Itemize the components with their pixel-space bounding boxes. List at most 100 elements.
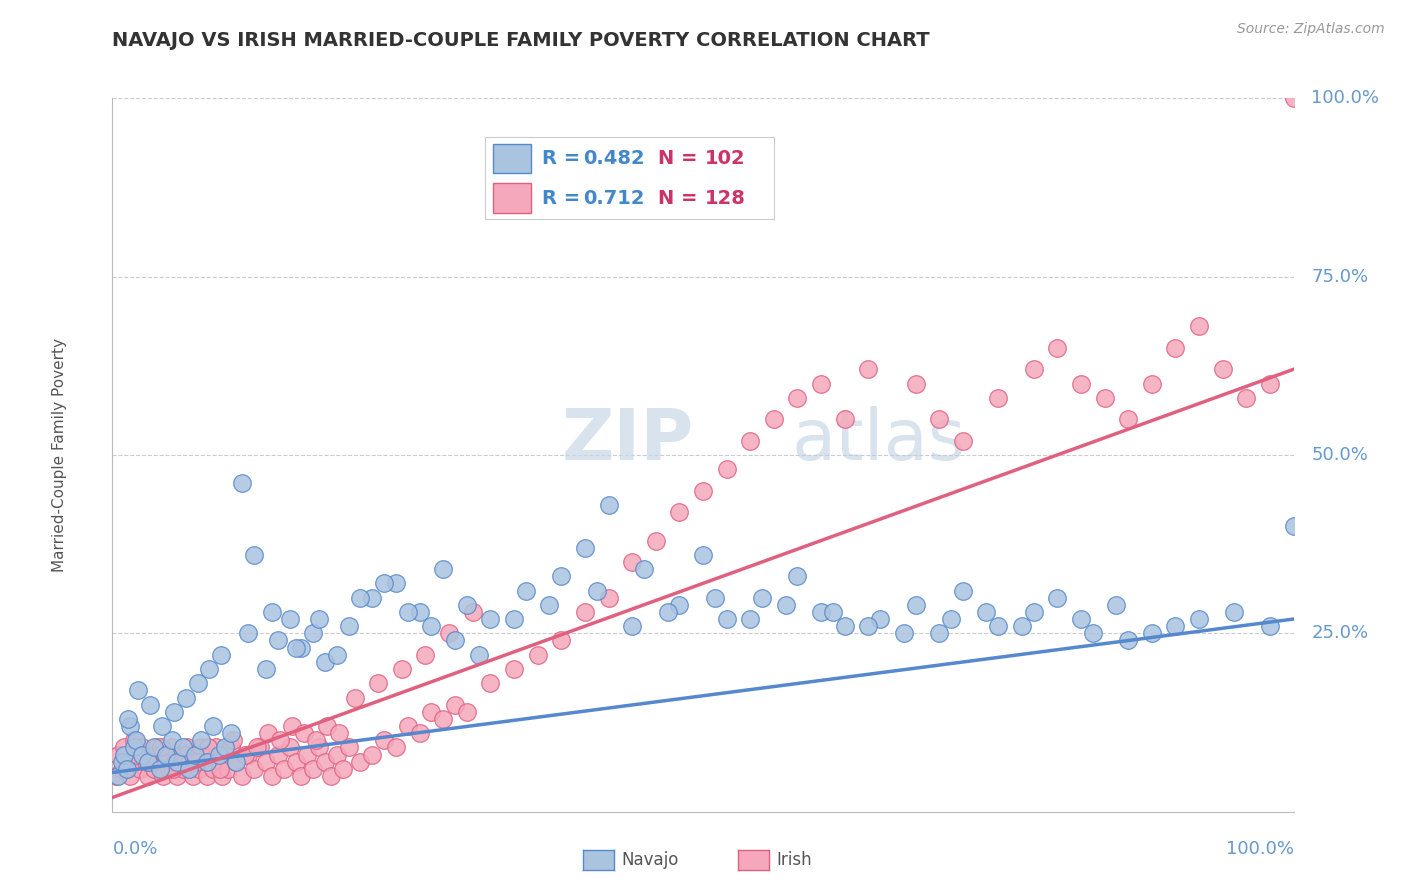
Point (245, 740, 267, 755)
Point (195, 755, 218, 769)
Point (538, 598, 561, 612)
Point (186, 755, 208, 769)
Point (928, 626, 950, 640)
Point (858, 619, 880, 633)
Point (432, 562, 454, 576)
Text: 100.0%: 100.0% (1312, 89, 1379, 107)
Point (184, 747, 207, 762)
Point (740, 612, 762, 626)
Point (172, 740, 194, 755)
Point (1116, 633, 1139, 648)
Point (222, 733, 245, 747)
Point (1188, 612, 1211, 626)
Point (107, 747, 129, 762)
Point (326, 648, 349, 662)
Text: NAVAJO VS IRISH MARRIED-COUPLE FAMILY POVERTY CORRELATION CHART: NAVAJO VS IRISH MARRIED-COUPLE FAMILY PO… (112, 31, 931, 50)
Point (172, 762, 194, 776)
Point (319, 769, 342, 783)
Point (117, 712, 139, 726)
Point (1070, 612, 1092, 626)
Point (208, 755, 231, 769)
Point (257, 726, 280, 740)
Point (1116, 412, 1139, 426)
Point (111, 755, 134, 769)
Point (155, 747, 177, 762)
Point (208, 747, 231, 762)
Point (692, 548, 714, 562)
Point (290, 769, 312, 783)
Point (1022, 605, 1045, 619)
Point (122, 733, 145, 747)
Point (194, 755, 217, 769)
Point (1081, 626, 1104, 640)
Point (208, 762, 231, 776)
Point (128, 762, 150, 776)
Point (278, 612, 301, 626)
Point (598, 591, 620, 605)
Point (219, 740, 242, 755)
Point (893, 626, 915, 640)
Text: 0.712: 0.712 (583, 188, 644, 208)
Text: 50.0%: 50.0% (1312, 446, 1368, 464)
Text: Married-Couple Family Poverty: Married-Couple Family Poverty (52, 338, 67, 572)
Point (197, 740, 219, 755)
Point (1188, 319, 1211, 334)
Text: 25.0%: 25.0% (1312, 624, 1368, 642)
Point (304, 733, 326, 747)
Point (775, 598, 797, 612)
Point (361, 747, 384, 762)
Point (165, 755, 187, 769)
Point (231, 769, 253, 783)
Point (278, 740, 301, 755)
Point (115, 762, 138, 776)
Point (201, 762, 224, 776)
Point (396, 719, 419, 733)
Point (219, 726, 242, 740)
Point (149, 755, 172, 769)
Point (976, 605, 998, 619)
Point (326, 747, 349, 762)
Point (249, 740, 271, 755)
Point (127, 683, 149, 698)
Point (987, 619, 1010, 633)
Point (117, 755, 139, 769)
Point (284, 755, 307, 769)
Point (420, 705, 443, 719)
Point (939, 612, 962, 626)
Point (179, 762, 201, 776)
Point (205, 740, 228, 755)
Text: N =: N = (658, 188, 704, 208)
Point (217, 762, 239, 776)
Point (1164, 619, 1187, 633)
Point (209, 648, 232, 662)
Point (267, 633, 290, 648)
Point (141, 747, 163, 762)
Point (751, 591, 773, 605)
Point (349, 755, 371, 769)
Point (195, 769, 218, 783)
Point (692, 483, 714, 498)
Point (644, 533, 666, 548)
Point (367, 676, 389, 690)
Point (391, 662, 413, 676)
Bar (494, 144, 531, 173)
Point (633, 562, 655, 576)
Point (122, 740, 145, 755)
Point (190, 733, 212, 747)
Point (1140, 626, 1163, 640)
Text: 0.0%: 0.0% (112, 840, 157, 858)
Point (1046, 341, 1069, 355)
Text: 75.0%: 75.0% (1312, 268, 1368, 285)
Point (198, 662, 221, 676)
Text: 128: 128 (704, 188, 745, 208)
Point (149, 762, 172, 776)
Point (668, 598, 690, 612)
Point (396, 605, 419, 619)
Bar (494, 184, 531, 213)
Point (928, 412, 950, 426)
Point (163, 705, 186, 719)
Point (243, 548, 266, 562)
Point (762, 412, 785, 426)
Text: R =: R = (543, 188, 588, 208)
Point (1282, 91, 1305, 105)
